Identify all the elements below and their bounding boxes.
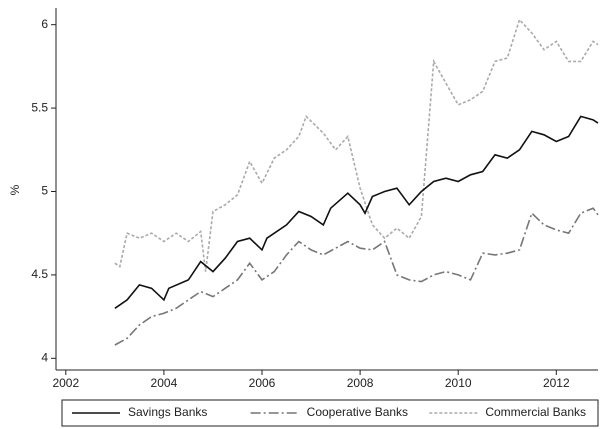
legend-label: Savings Banks [128,405,207,419]
y-axis-label: % [8,184,22,195]
series-line [114,207,599,346]
x-tick-label: 2002 [52,376,79,390]
legend-label: Commercial Banks [485,405,586,419]
x-tick-label: 2010 [445,376,472,390]
y-tick-label: 5 [41,184,48,198]
series-line [114,115,599,309]
x-tick-label: 2012 [543,376,570,390]
y-tick-label: 5.5 [31,100,48,114]
x-tick-label: 2006 [249,376,276,390]
legend-box [61,399,599,427]
y-tick-label: 6 [41,17,48,31]
y-tick-label: 4.5 [31,267,48,281]
series-line [114,18,599,272]
x-tick-label: 2004 [151,376,178,390]
y-tick-label: 4 [41,350,48,364]
x-tick-label: 2008 [347,376,374,390]
legend-label: Cooperative Banks [307,405,408,419]
